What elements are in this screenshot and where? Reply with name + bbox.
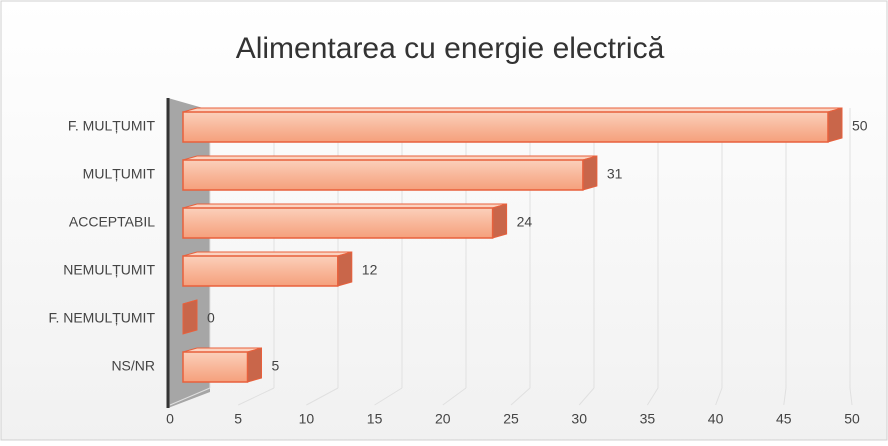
x-tick-label: 0 [166, 411, 174, 427]
grid-line [510, 387, 531, 406]
bar [182, 351, 249, 383]
x-tick-label: 20 [435, 411, 451, 427]
grid-line [646, 387, 659, 406]
x-tick-label: 40 [708, 411, 724, 427]
y-tick-label: NS/NR [111, 358, 155, 374]
x-tick-label: 10 [299, 411, 315, 427]
bar [182, 255, 339, 287]
value-label: 0 [207, 310, 215, 326]
x-tick-label: 15 [367, 411, 383, 427]
grid-line [374, 387, 403, 406]
y-tick-label: F. NEMULȚUMIT [48, 310, 155, 326]
grid-line [783, 387, 787, 406]
grid-line [849, 387, 853, 406]
bar-side [337, 251, 353, 287]
grid-line [237, 387, 275, 406]
x-tick-label: 30 [571, 411, 587, 427]
x-tick-label: 50 [844, 411, 860, 427]
grid-line [442, 387, 467, 406]
grid-line [715, 387, 723, 406]
bar [182, 159, 584, 191]
value-label: 50 [852, 118, 868, 134]
grid-line [169, 387, 211, 406]
grid-line [306, 387, 339, 406]
bar [182, 111, 829, 143]
bar-side [247, 347, 262, 383]
value-label: 31 [607, 166, 623, 182]
bar-side [182, 299, 198, 335]
bar-side [827, 107, 843, 143]
chart-title: Alimentarea cu energie electrică [236, 32, 665, 65]
value-label: 5 [272, 358, 280, 374]
bar-side [492, 203, 508, 239]
x-tick-label: 5 [234, 411, 242, 427]
grid-line [578, 387, 595, 406]
y-tick-label: NEMULȚUMIT [63, 262, 155, 278]
value-label: 12 [362, 262, 378, 278]
y-tick-label: MULȚUMIT [83, 166, 156, 182]
bar-side [582, 155, 598, 191]
y-tick-label: F. MULȚUMIT [68, 118, 156, 134]
bar [182, 207, 494, 239]
y-tick-label: ACCEPTABIL [69, 214, 155, 230]
value-label: 24 [517, 214, 533, 230]
x-tick-label: 45 [776, 411, 792, 427]
x-tick-label: 25 [503, 411, 519, 427]
x-tick-label: 35 [640, 411, 656, 427]
